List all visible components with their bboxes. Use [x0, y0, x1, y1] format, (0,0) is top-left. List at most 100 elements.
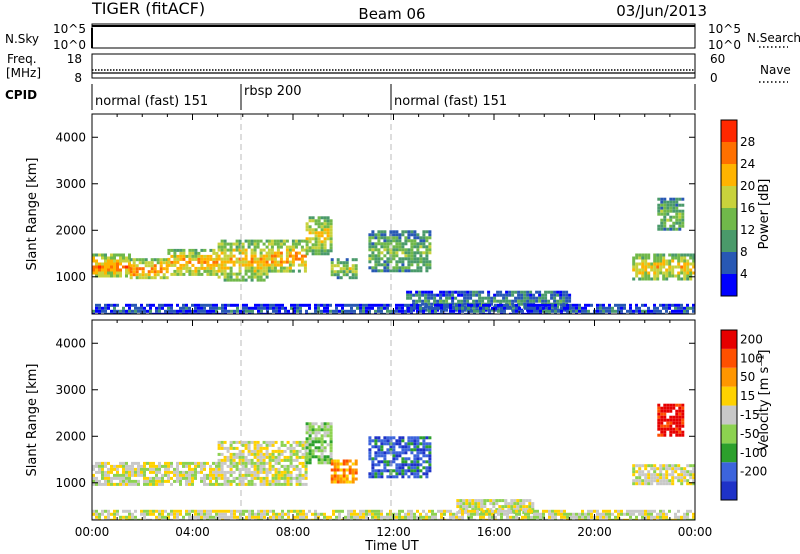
heatmap-cell	[158, 482, 161, 486]
heatmap-cell	[140, 312, 143, 314]
heatmap-cell	[522, 502, 526, 506]
heatmap-cell	[280, 458, 284, 462]
heatmap-cell	[289, 446, 293, 450]
heatmap-cell	[101, 271, 104, 275]
heatmap-cell	[650, 509, 653, 513]
heatmap-cell	[425, 469, 429, 473]
heatmap-cell	[247, 263, 251, 267]
heatmap-cell	[660, 424, 664, 428]
heatmap-cell	[641, 509, 644, 513]
heatmap-cell	[563, 303, 566, 307]
heatmap-cell	[482, 509, 485, 513]
heatmap-cell	[410, 303, 413, 307]
heatmap-cell	[389, 309, 392, 313]
heatmap-cell	[428, 451, 432, 455]
heatmap-cell	[242, 309, 245, 313]
heatmap-cell	[383, 236, 387, 240]
heatmap-cell	[449, 512, 452, 516]
heatmap-cell	[326, 431, 330, 435]
heatmap-cell	[233, 512, 236, 516]
heatmap-cell	[304, 476, 308, 480]
heatmap-cell	[232, 470, 236, 474]
heatmap-cell	[674, 312, 677, 314]
heatmap-cell	[110, 271, 113, 275]
heatmap-cell	[380, 257, 384, 261]
heatmap-cell	[320, 228, 324, 232]
heatmap-cell	[503, 312, 506, 314]
heatmap-cell	[359, 306, 362, 310]
heatmap-cell	[660, 409, 664, 413]
heatmap-cell	[641, 259, 645, 263]
heatmap-cell	[215, 512, 218, 516]
heatmap-cell	[320, 422, 324, 426]
heatmap-cell	[409, 296, 413, 300]
heatmap-cell	[431, 312, 434, 314]
heatmap-cell	[428, 442, 432, 446]
heatmap-cell	[217, 458, 221, 462]
heatmap-cell	[326, 237, 330, 241]
heatmap-cell	[422, 509, 425, 513]
heatmap-cell	[164, 467, 167, 471]
heatmap-cell	[212, 482, 215, 486]
heatmap-cell	[224, 303, 227, 307]
heatmap-cell	[493, 293, 497, 297]
heatmap-cell	[128, 482, 131, 486]
heatmap-cell	[635, 303, 638, 307]
heatmap-cell	[483, 502, 487, 506]
heatmap-cell	[678, 215, 682, 219]
heatmap-cell	[226, 248, 230, 252]
heatmap-cell	[653, 274, 657, 278]
heatmap-cell	[188, 470, 191, 474]
heatmap-cell	[191, 257, 195, 261]
heatmap-cell	[256, 467, 260, 471]
heatmap-cell	[253, 239, 257, 243]
heatmap-cell	[280, 476, 284, 480]
heatmap-cell	[412, 293, 416, 297]
heatmap-cell	[317, 249, 321, 253]
heatmap-cell	[449, 515, 452, 519]
heatmap-cell	[442, 308, 446, 312]
heatmap-cell	[659, 518, 662, 520]
heatmap-cell	[176, 464, 179, 468]
heatmap-cell	[674, 274, 678, 278]
heatmap-cell	[660, 203, 664, 207]
heatmap-cell	[300, 260, 304, 264]
heatmap-cell	[283, 449, 287, 453]
heatmap-cell	[662, 476, 666, 480]
heatmap-cell	[107, 518, 110, 520]
heatmap-cell	[119, 479, 122, 483]
heatmap-cell	[413, 457, 417, 461]
heatmap-cell	[665, 479, 669, 483]
heatmap-cell	[678, 421, 682, 425]
heatmap-cell	[461, 518, 464, 520]
heatmap-cell	[265, 239, 269, 243]
heatmap-cell	[365, 309, 368, 313]
heatmap-cell	[200, 467, 203, 471]
heatmap-cell	[119, 259, 122, 263]
heatmap-cell	[481, 296, 485, 300]
heatmap-cell	[407, 512, 410, 516]
heatmap-cell	[212, 248, 216, 252]
heatmap-cell	[524, 515, 527, 519]
heatmap-cell	[244, 470, 248, 474]
heatmap-cell	[188, 467, 191, 471]
heatmap-cell	[536, 312, 539, 314]
heatmap-cell	[446, 312, 449, 314]
heatmap-cell	[559, 299, 563, 303]
heatmap-cell	[614, 515, 617, 519]
heatmap-cell	[632, 470, 636, 474]
heatmap-cell	[653, 259, 657, 263]
heatmap-cell	[179, 272, 183, 276]
heatmap-cell	[217, 269, 221, 273]
heatmap-cell	[185, 512, 188, 516]
heatmap-cell	[308, 249, 312, 253]
heatmap-cell	[146, 512, 149, 516]
heatmap-cell	[602, 306, 605, 310]
heatmap-cell	[203, 515, 206, 519]
heatmap-cell	[672, 406, 676, 410]
heatmap-cell	[282, 269, 286, 273]
heatmap-cell	[256, 242, 260, 246]
heatmap-cell	[371, 466, 375, 470]
heatmap-cell	[303, 254, 307, 258]
